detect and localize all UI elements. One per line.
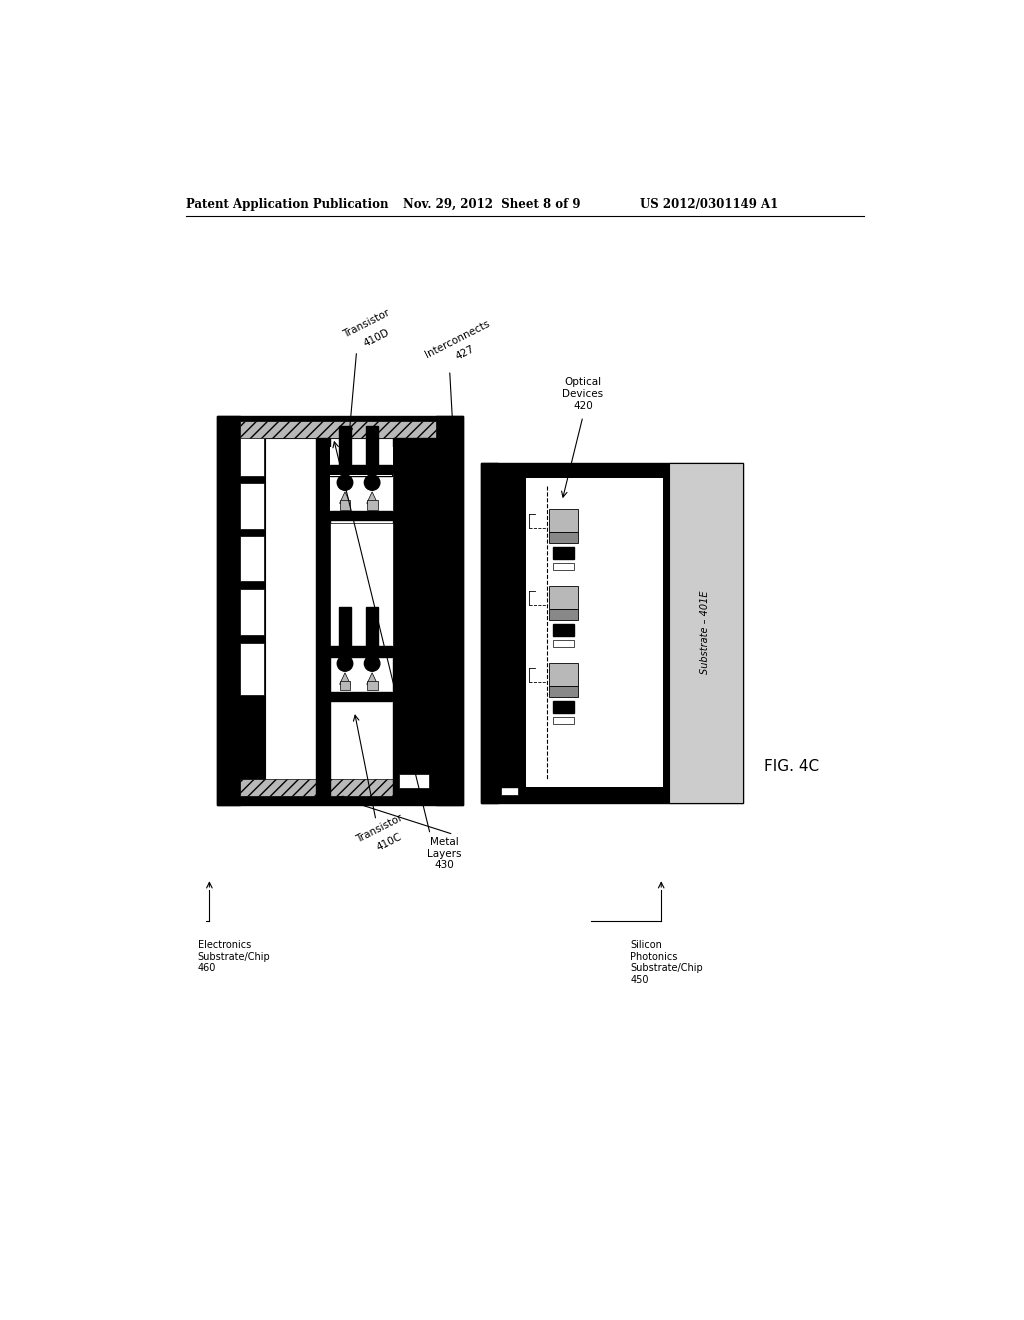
Text: 420: 420 (573, 401, 593, 412)
Bar (549, 609, 579, 620)
Circle shape (337, 475, 352, 490)
Bar (330, 692, 391, 701)
Bar (553, 640, 574, 647)
Bar (399, 775, 429, 788)
Circle shape (337, 656, 352, 672)
Bar (549, 532, 579, 544)
Bar (330, 523, 393, 645)
Bar (217, 416, 463, 805)
Bar (549, 663, 579, 686)
Bar (549, 586, 579, 609)
Bar (525, 478, 663, 788)
Text: Substrate – 401F: Substrate – 401F (397, 576, 408, 659)
Bar (549, 508, 579, 532)
Polygon shape (367, 673, 378, 684)
Bar (367, 681, 378, 690)
Bar (367, 500, 378, 510)
Text: Interconnects: Interconnects (423, 318, 492, 360)
Bar (241, 424, 263, 477)
Bar (669, 462, 742, 803)
Bar (330, 473, 393, 511)
Polygon shape (340, 673, 350, 684)
Bar (553, 701, 574, 713)
Bar (499, 478, 525, 788)
Text: Optical: Optical (564, 376, 601, 387)
Bar (553, 717, 574, 725)
Text: 410C: 410C (375, 832, 403, 853)
Bar (393, 438, 435, 796)
Text: Layers: Layers (427, 849, 462, 859)
Text: US 2012/0301149 A1: US 2012/0301149 A1 (640, 198, 778, 211)
Bar (241, 643, 263, 696)
Bar (241, 589, 263, 635)
Bar (265, 438, 435, 796)
Bar (330, 645, 391, 657)
Bar (339, 607, 351, 657)
Bar (435, 416, 463, 805)
Bar (553, 624, 574, 636)
Bar (549, 686, 579, 697)
Bar (340, 500, 350, 510)
Bar (501, 785, 518, 795)
Bar (481, 462, 499, 803)
Bar (241, 779, 435, 796)
Circle shape (365, 475, 380, 490)
Text: Metal: Metal (430, 837, 459, 847)
Bar (330, 511, 391, 520)
Text: Nov. 29, 2012  Sheet 8 of 9: Nov. 29, 2012 Sheet 8 of 9 (403, 198, 581, 211)
Text: Electronics
Substrate/Chip
460: Electronics Substrate/Chip 460 (198, 940, 270, 973)
Text: Substrate – 401E: Substrate – 401E (700, 591, 711, 675)
Bar (241, 421, 435, 438)
Text: Silicon
Photonics
Substrate/Chip
450: Silicon Photonics Substrate/Chip 450 (630, 940, 702, 985)
Bar (241, 536, 263, 581)
Bar (339, 426, 351, 477)
Bar (499, 478, 663, 788)
Bar (553, 548, 574, 558)
Bar (217, 416, 241, 805)
Polygon shape (340, 492, 350, 503)
Bar (481, 462, 742, 803)
Text: 410D: 410D (361, 327, 390, 348)
Bar (366, 426, 378, 477)
Polygon shape (367, 492, 378, 503)
Text: Transistor: Transistor (355, 812, 404, 845)
Text: FIG. 4C: FIG. 4C (764, 759, 818, 775)
Bar (340, 681, 350, 690)
Bar (315, 438, 330, 796)
Text: 427: 427 (454, 345, 476, 362)
Bar (330, 447, 393, 520)
Bar (366, 607, 378, 657)
Circle shape (365, 656, 380, 672)
Bar (330, 475, 391, 477)
Bar (553, 562, 574, 570)
Bar (330, 465, 391, 477)
Text: Transistor: Transistor (342, 308, 392, 341)
Text: Patent Application Publication: Patent Application Publication (186, 198, 389, 211)
Text: Devices: Devices (562, 389, 603, 399)
Bar (241, 483, 263, 529)
Text: 430: 430 (434, 861, 454, 870)
